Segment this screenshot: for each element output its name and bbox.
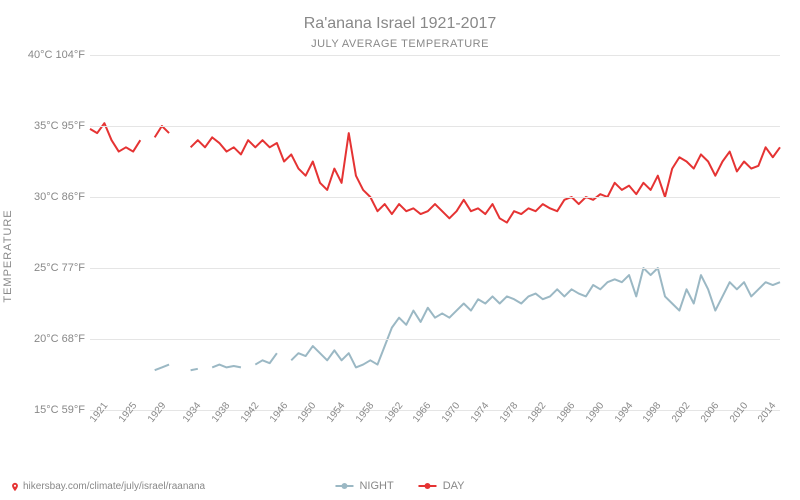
legend-item-night: NIGHT: [335, 480, 393, 492]
y-tick-label: 40°C 104°F: [28, 49, 85, 61]
y-tick-label: 35°C 95°F: [34, 120, 85, 132]
gridline: [90, 55, 780, 56]
gridline: [90, 268, 780, 269]
legend-dot-icon: [425, 483, 431, 489]
source-url-text: hikersbay.com/climate/july/israel/raanan…: [23, 481, 205, 492]
legend-dot-icon: [341, 483, 347, 489]
legend-marker: [419, 485, 437, 487]
legend-item-day: DAY: [419, 480, 465, 492]
y-tick-label: 20°C 68°F: [34, 333, 85, 345]
series-line-night: [155, 365, 169, 371]
chart-svg: [90, 55, 780, 410]
series-line-night: [191, 369, 198, 370]
legend-marker: [335, 485, 353, 487]
legend-label: DAY: [443, 480, 465, 492]
legend-label: NIGHT: [359, 480, 393, 492]
y-tick-label: 25°C 77°F: [34, 262, 85, 274]
series-line-night: [255, 353, 277, 364]
y-tick-label: 15°C 59°F: [34, 404, 85, 416]
gridline: [90, 197, 780, 198]
legend: NIGHT DAY: [335, 480, 464, 492]
series-line-night: [212, 365, 241, 368]
chart-subtitle: JULY AVERAGE TEMPERATURE: [311, 38, 489, 50]
series-line-day: [155, 126, 169, 137]
source-link[interactable]: hikersbay.com/climate/july/israel/raanan…: [10, 481, 205, 492]
plot-area: [90, 55, 780, 410]
series-line-night: [291, 268, 780, 367]
gridline: [90, 339, 780, 340]
series-line-day: [191, 133, 780, 222]
y-tick-label: 30°C 86°F: [34, 191, 85, 203]
y-axis-label: TEMPERATURE: [2, 209, 14, 302]
series-line-day: [90, 123, 140, 151]
chart-title: Ra'anana Israel 1921-2017: [304, 15, 497, 33]
map-pin-icon: [10, 482, 20, 492]
chart-container: Ra'anana Israel 1921-2017 JULY AVERAGE T…: [0, 0, 800, 500]
gridline: [90, 126, 780, 127]
